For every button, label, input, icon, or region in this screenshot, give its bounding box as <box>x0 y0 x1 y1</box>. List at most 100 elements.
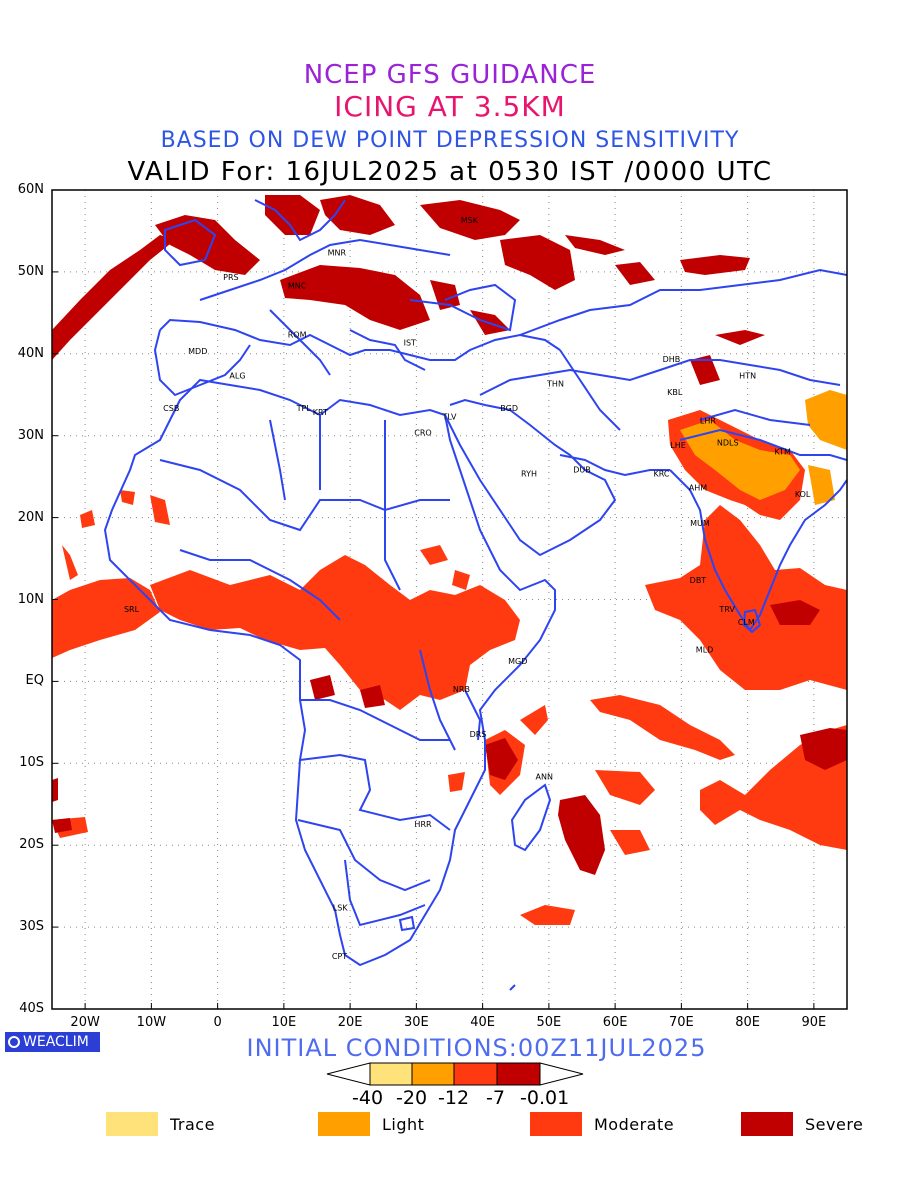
city-label: HRR <box>414 820 432 829</box>
city-labels: MNR PRS MNC MSK ROM MDD IST ALG CSB TPL KRT TLV CRO B… <box>124 216 811 961</box>
legend-label: Severe <box>805 1114 864 1134</box>
city-label: LSK <box>333 904 349 913</box>
colorbar-low-arrow <box>326 1062 371 1086</box>
latitude-label: 30S <box>19 919 44 935</box>
city-label: PRS <box>223 273 238 282</box>
initial-conditions: INITIAL CONDITIONS:00Z11JUL2025 <box>246 1034 707 1062</box>
title-valid-time: VALID For: 16JUL2025 at 0530 IST /0000 U… <box>127 157 773 187</box>
city-label: NDLS <box>717 439 739 448</box>
threshold-label: -7 <box>486 1087 505 1109</box>
longitude-label: 90E <box>801 1015 827 1030</box>
city-label: TRV <box>718 605 735 614</box>
city-label: CLM <box>738 618 755 627</box>
latitude-label: 50N <box>17 263 44 279</box>
longitude-label: 30E <box>403 1015 429 1030</box>
city-label: CSB <box>163 404 179 413</box>
coastlines <box>103 199 847 991</box>
city-label: SRL <box>124 605 140 614</box>
threshold-label: -0.01 <box>520 1087 570 1109</box>
legend-label: Trace <box>170 1114 215 1134</box>
latitude-label: 60N <box>17 182 44 197</box>
latitude-label: 10S <box>19 755 44 771</box>
colorbar-light <box>411 1062 455 1086</box>
city-label: MDD <box>188 347 207 356</box>
city-label: KBL <box>667 388 683 397</box>
longitude-label: 20E <box>337 1015 363 1030</box>
colorbar-severe <box>496 1062 541 1086</box>
city-label: KOL <box>795 490 811 499</box>
city-label: ALG <box>229 371 245 380</box>
latitude-label: 20N <box>17 509 44 525</box>
longitude-label: 20W <box>70 1015 100 1030</box>
legend-trace: Trace <box>106 1112 215 1136</box>
city-label: BGD <box>500 404 518 413</box>
city-label: DHB <box>663 355 681 364</box>
latitude-label: EQ <box>25 673 44 689</box>
threshold-label: -20 <box>396 1087 428 1109</box>
longitude-label: 70E <box>668 1015 694 1030</box>
city-label: MSK <box>461 216 479 225</box>
logo-ring-icon <box>8 1036 20 1048</box>
latitude-label: 40N <box>17 345 44 361</box>
axis-ticks <box>52 189 815 1010</box>
city-label: DRS <box>470 730 487 739</box>
logo-text: WEACLIM <box>23 1034 89 1050</box>
city-label: MUM <box>690 519 710 528</box>
longitude-label: 40E <box>470 1015 495 1030</box>
city-label: RYH <box>521 470 537 479</box>
city-label: ANN <box>536 773 553 782</box>
city-label: ROM <box>288 330 307 339</box>
legend-light: Light <box>318 1112 424 1136</box>
city-label: CPT <box>332 952 347 961</box>
legend-severe: Severe <box>741 1112 863 1136</box>
legend-label: Light <box>382 1114 425 1134</box>
latitude-label: 10N <box>17 591 44 607</box>
city-label: LHE <box>670 441 686 450</box>
city-label: AHM <box>689 484 707 493</box>
title-model: NCEP GFS GUIDANCE <box>303 60 597 90</box>
city-label: TLV <box>442 412 457 421</box>
threshold-label: -40 <box>352 1087 384 1109</box>
colorbar-high-arrow <box>539 1062 584 1086</box>
city-label: DBT <box>690 576 707 585</box>
icing-fields <box>52 195 847 925</box>
longitude-label: 50E <box>536 1015 562 1030</box>
threshold-label: -12 <box>438 1087 470 1109</box>
legend-moderate: Moderate <box>530 1112 674 1136</box>
legend-label: Moderate <box>594 1114 675 1134</box>
city-label: CRO <box>414 429 431 438</box>
city-label: KRT <box>313 408 328 417</box>
latitude-label: 40S <box>19 1001 44 1016</box>
title-product: ICING AT 3.5KM <box>334 90 566 123</box>
colorbar <box>326 1062 584 1086</box>
city-label: DUB <box>573 466 591 475</box>
latitude-label: 30N <box>17 427 44 443</box>
colorbar-trace <box>369 1062 413 1086</box>
severe-icing-areas <box>52 195 847 875</box>
city-label: MNR <box>328 249 347 258</box>
colorbar-moderate <box>453 1062 498 1086</box>
longitude-label: 60E <box>602 1015 628 1030</box>
legend-swatch <box>106 1112 158 1136</box>
legend-swatch <box>530 1112 582 1136</box>
longitude-label: 80E <box>735 1015 760 1030</box>
colorbar-thresholds: -40 -20 -12 -7 -0.01 <box>340 1087 580 1109</box>
legend-swatch <box>318 1112 370 1136</box>
latitude-label: 20S <box>19 837 44 853</box>
city-label: KTM <box>775 448 792 457</box>
city-label: KRC <box>654 470 670 479</box>
legend-swatch <box>741 1112 793 1136</box>
city-label: HTN <box>739 371 756 380</box>
title-method: BASED ON DEW POINT DEPRESSION SENSITIVIT… <box>160 128 740 153</box>
city-label: IST <box>404 339 416 348</box>
city-label: MGD <box>508 657 527 666</box>
city-label: MLD <box>696 646 714 655</box>
longitude-label: 0 <box>213 1015 222 1030</box>
moderate-icing-areas <box>52 410 847 925</box>
longitude-label: 10W <box>136 1015 167 1030</box>
city-label: MNC <box>288 281 307 290</box>
city-label: THN <box>546 380 564 389</box>
city-label: NRB <box>453 685 470 694</box>
weaclim-logo: WEACLIM <box>5 1032 100 1052</box>
